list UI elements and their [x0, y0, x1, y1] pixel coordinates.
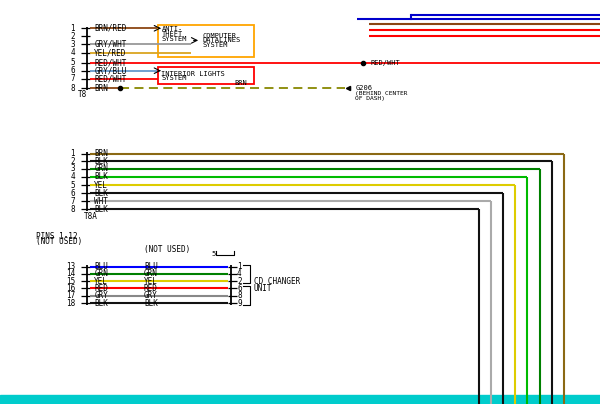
Text: CD CHANGER: CD CHANGER: [254, 277, 300, 286]
Text: 7: 7: [70, 74, 75, 83]
Text: 7: 7: [70, 197, 75, 206]
Text: RED/WHT: RED/WHT: [94, 58, 127, 67]
Text: INTERIOR LIGHTS: INTERIOR LIGHTS: [161, 71, 225, 76]
Text: GRY/WHT: GRY/WHT: [94, 40, 127, 49]
Text: ANTI-: ANTI-: [161, 26, 182, 32]
Text: 8: 8: [70, 205, 75, 214]
Text: YEL/RED: YEL/RED: [94, 48, 127, 57]
Text: PINS 1-12: PINS 1-12: [36, 232, 77, 241]
Text: 13: 13: [66, 262, 75, 271]
Text: (NOT USED): (NOT USED): [144, 245, 190, 254]
Text: BLK: BLK: [94, 299, 108, 307]
Text: BRN: BRN: [94, 84, 108, 93]
Text: GRN: GRN: [94, 164, 108, 173]
Text: GRN: GRN: [94, 269, 108, 278]
Text: 14: 14: [66, 269, 75, 278]
Text: BLU: BLU: [94, 262, 108, 271]
Text: 1: 1: [70, 24, 75, 33]
Text: SYSTEM: SYSTEM: [203, 42, 229, 48]
Text: YEL: YEL: [94, 277, 108, 286]
Text: OF DASH): OF DASH): [355, 96, 385, 101]
Text: THEFT: THEFT: [161, 31, 182, 37]
Text: RED/WHT: RED/WHT: [371, 60, 401, 65]
Text: 5: 5: [212, 251, 216, 257]
Text: COMPUTER: COMPUTER: [203, 33, 237, 38]
Text: 18: 18: [66, 299, 75, 307]
Text: 2: 2: [237, 277, 242, 286]
Text: 6: 6: [237, 284, 242, 293]
Text: UNIT: UNIT: [254, 284, 272, 292]
Text: DATALINES: DATALINES: [203, 38, 241, 43]
Text: 8: 8: [237, 291, 242, 300]
Text: BLK: BLK: [94, 157, 108, 166]
Text: T8: T8: [78, 90, 87, 99]
Text: (BEHIND CENTER: (BEHIND CENTER: [355, 91, 408, 96]
Text: BRN: BRN: [94, 149, 108, 158]
Text: GRY: GRY: [94, 291, 108, 300]
Text: 6: 6: [70, 66, 75, 75]
Text: 15: 15: [66, 277, 75, 286]
Text: T8A: T8A: [84, 212, 98, 221]
Text: SYSTEM: SYSTEM: [161, 36, 187, 42]
Text: BLK: BLK: [144, 299, 158, 307]
Text: YEL: YEL: [144, 277, 158, 286]
Text: G206: G206: [355, 85, 372, 90]
Bar: [0, 395, 600, 404]
Text: BLU: BLU: [144, 262, 158, 271]
Text: 2: 2: [70, 157, 75, 166]
Text: 4: 4: [237, 269, 242, 278]
Text: 3: 3: [70, 40, 75, 49]
Text: BLK: BLK: [94, 205, 108, 214]
Text: BLK: BLK: [94, 173, 108, 181]
Text: WHT: WHT: [94, 197, 108, 206]
Text: YEL: YEL: [94, 181, 108, 189]
Text: 2: 2: [70, 32, 75, 41]
Text: RED/WHT: RED/WHT: [94, 74, 127, 83]
Text: BLK: BLK: [94, 189, 108, 198]
Text: GRY/BLU: GRY/BLU: [94, 66, 127, 75]
Bar: [158, 25, 254, 57]
Text: RED: RED: [144, 284, 158, 293]
Text: 16: 16: [66, 284, 75, 293]
Text: RED: RED: [94, 284, 108, 293]
Bar: [158, 67, 254, 84]
Text: 3: 3: [70, 164, 75, 173]
Text: SYSTEM: SYSTEM: [161, 76, 187, 81]
Text: GRN: GRN: [144, 269, 158, 278]
Text: BRN/RED: BRN/RED: [94, 24, 127, 33]
Text: BRN: BRN: [234, 80, 247, 86]
Text: 1: 1: [237, 262, 242, 271]
Text: 5: 5: [70, 58, 75, 67]
Text: 5: 5: [70, 181, 75, 189]
Text: 9: 9: [237, 299, 242, 307]
Text: 8: 8: [70, 84, 75, 93]
Text: 1: 1: [70, 149, 75, 158]
Text: GRY: GRY: [144, 291, 158, 300]
Text: (NOT USED): (NOT USED): [36, 237, 82, 246]
Text: 17: 17: [66, 291, 75, 300]
Text: 6: 6: [70, 189, 75, 198]
Text: 4: 4: [70, 173, 75, 181]
Text: 4: 4: [70, 48, 75, 57]
